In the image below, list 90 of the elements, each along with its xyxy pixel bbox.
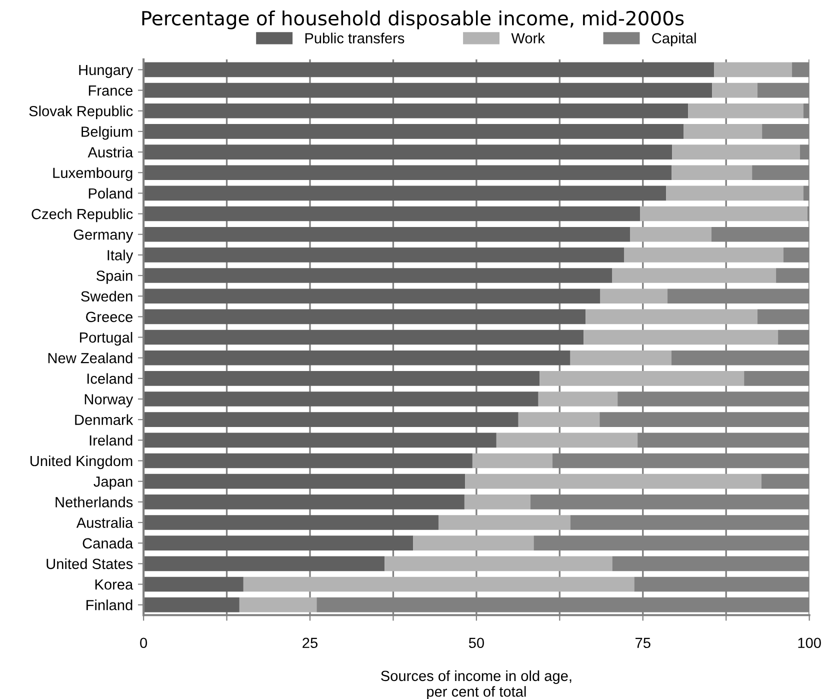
bar <box>144 226 630 242</box>
bar <box>144 248 624 262</box>
bar <box>144 536 414 550</box>
bar <box>144 268 612 283</box>
bar <box>714 62 792 78</box>
bar <box>640 206 808 222</box>
y-tick-label: Czech Republic <box>32 208 133 222</box>
bar <box>465 474 762 489</box>
bar <box>144 206 640 222</box>
bar <box>464 494 530 510</box>
bar <box>712 82 758 98</box>
bar <box>584 330 778 345</box>
y-tick-label: Slovak Republic <box>29 106 133 120</box>
bar <box>612 268 776 283</box>
y-tick-label: Norway <box>84 394 134 408</box>
bar <box>144 62 714 78</box>
bar <box>538 392 618 406</box>
y-tick-label: Luxembourg <box>53 167 132 181</box>
bar <box>144 494 464 510</box>
y-tick-label: Finland <box>86 600 132 610</box>
y-tick-label: Italy <box>108 250 134 264</box>
y-tick-label: Portugal <box>80 332 132 346</box>
bar <box>438 515 570 530</box>
bar <box>144 576 244 592</box>
bar <box>144 309 586 324</box>
bar <box>144 186 666 201</box>
y-tick-label: New Zealand <box>48 352 132 364</box>
bar <box>144 412 518 428</box>
x-tick-label: 0 <box>140 638 148 648</box>
bar <box>413 536 534 550</box>
bar <box>144 124 684 139</box>
bar <box>672 144 800 160</box>
y-tick-label: Austria <box>88 146 134 158</box>
x-tick-label: 100 <box>798 638 821 648</box>
y-tick-label: Sweden <box>81 290 132 302</box>
bar <box>540 371 744 386</box>
y-tick-label: United States <box>46 558 133 570</box>
x-tick-label: 75 <box>636 638 650 648</box>
bar <box>144 556 385 572</box>
bar <box>144 82 712 98</box>
bar <box>144 103 688 118</box>
bar <box>144 597 240 612</box>
y-tick-label: Poland <box>88 188 132 199</box>
bar <box>144 350 570 366</box>
y-tick-label: Korea <box>95 580 134 590</box>
y-tick-label: Ireland <box>90 434 132 446</box>
y-tick-label: Japan <box>94 476 132 490</box>
bar <box>144 371 540 386</box>
bar <box>666 186 804 201</box>
x-tick-label: 50 <box>468 638 484 648</box>
y-tick-label: United Kingdom <box>30 455 132 470</box>
y-tick-label: Iceland <box>87 373 132 384</box>
x-tick-label: 25 <box>302 638 318 648</box>
bar <box>144 330 584 345</box>
legend-label: Work <box>511 32 545 44</box>
bar <box>144 144 672 160</box>
y-tick-label: Australia <box>76 517 134 528</box>
legend-label: Capital <box>652 32 696 46</box>
bar <box>239 597 317 612</box>
bar <box>384 556 612 572</box>
y-tick-label: France <box>88 86 132 96</box>
bar <box>600 288 668 304</box>
bar <box>496 432 638 448</box>
y-tick-label: Spain <box>96 270 132 284</box>
bar <box>144 515 438 530</box>
y-tick-label: Belgium <box>82 126 132 140</box>
bar <box>683 124 762 139</box>
y-tick-label: Denmark <box>75 414 134 426</box>
bar <box>688 103 804 118</box>
bar <box>472 453 552 468</box>
bar <box>624 248 784 262</box>
bar <box>586 309 758 324</box>
y-tick-label: Germany <box>74 229 134 243</box>
bar <box>144 453 472 468</box>
bar <box>672 165 752 180</box>
y-tick-label: Netherlands <box>56 496 133 508</box>
bar <box>144 392 538 406</box>
bar <box>144 474 466 489</box>
bar <box>518 412 600 428</box>
bar <box>144 165 672 180</box>
legend-label: Public transfers <box>305 32 404 44</box>
bar <box>144 288 600 304</box>
bar <box>144 432 496 448</box>
y-tick-label: Canada <box>82 538 134 549</box>
y-tick-label: Hungary <box>79 64 134 78</box>
y-tick-label: Greece <box>86 312 132 322</box>
bar <box>243 576 634 592</box>
bar <box>570 350 672 366</box>
chart-title: Percentage of household disposable income, mid-2000s <box>142 10 684 30</box>
bar <box>630 226 712 242</box>
